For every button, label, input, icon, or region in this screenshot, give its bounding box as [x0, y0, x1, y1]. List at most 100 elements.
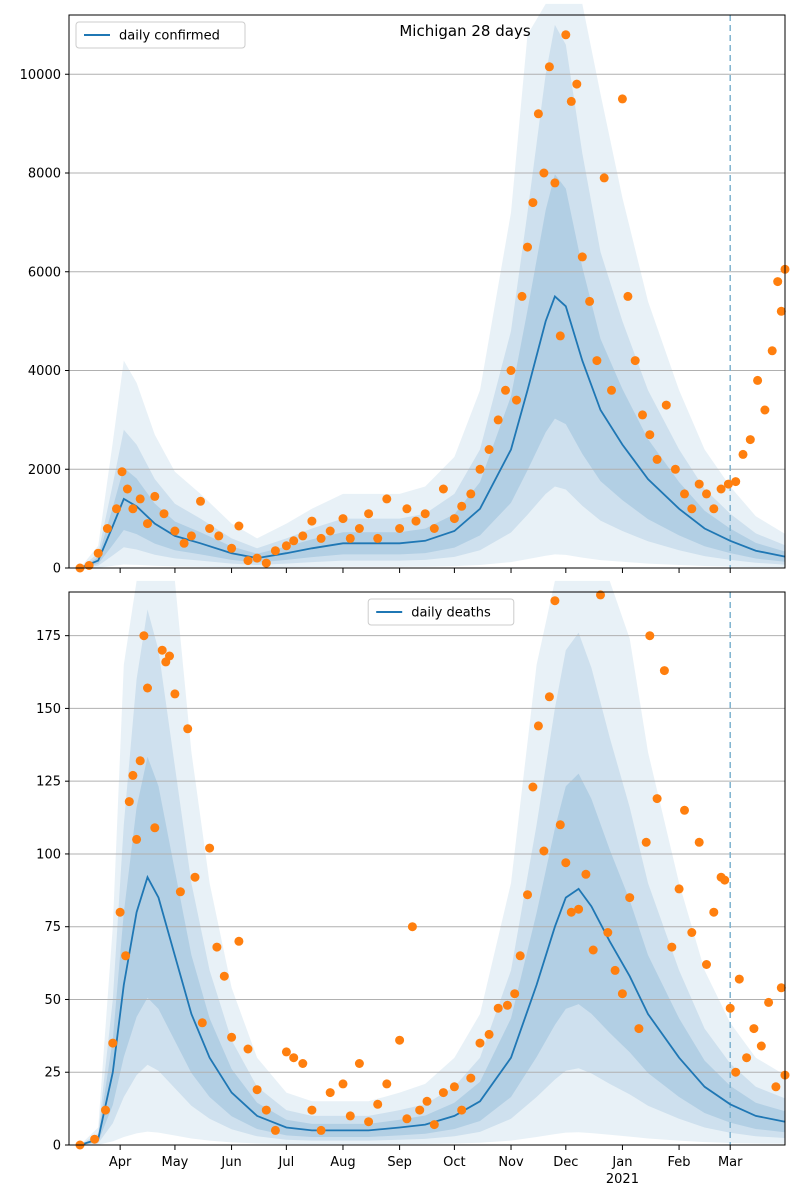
data-point — [165, 651, 174, 661]
x-tick-label: Dec — [553, 1155, 578, 1170]
data-point — [415, 1105, 425, 1115]
data-point — [420, 509, 430, 519]
data-point — [502, 1000, 512, 1010]
data-point — [382, 1079, 392, 1089]
y-tick-label: 10000 — [20, 68, 61, 83]
data-point — [261, 1105, 271, 1115]
data-point — [731, 477, 741, 487]
data-point — [298, 531, 308, 541]
data-point — [566, 907, 576, 917]
data-point — [373, 1099, 383, 1109]
data-point — [550, 596, 560, 606]
uncertainty-band — [80, 24, 785, 568]
data-point — [694, 837, 704, 847]
x-axis-labels: Apr May Jun Jul Aug Sep Oct Nov Dec Jan Feb Mar 2021 — [109, 1155, 743, 1187]
data-point — [493, 1003, 503, 1013]
y-tick-label: 8000 — [28, 167, 61, 182]
x-tick-label: Mar — [718, 1155, 743, 1170]
data-point — [493, 415, 503, 425]
data-point — [561, 30, 571, 40]
data-point — [183, 724, 193, 734]
data-point — [143, 519, 152, 529]
data-point — [610, 965, 620, 975]
data-point — [124, 797, 134, 807]
data-point — [325, 1088, 335, 1098]
data-point — [484, 1029, 494, 1039]
data-point — [135, 756, 145, 766]
data-point — [117, 467, 127, 477]
data-point — [742, 1053, 752, 1063]
data-point — [438, 484, 448, 494]
chart-title: Michigan 28 days — [399, 22, 530, 40]
data-point — [773, 277, 783, 287]
data-point — [407, 922, 417, 932]
data-point — [338, 1079, 348, 1089]
data-point — [261, 558, 271, 568]
legend-label: daily deaths — [411, 606, 491, 621]
data-point — [533, 109, 543, 119]
y-tick-label: 75 — [44, 920, 61, 935]
data-point — [364, 1117, 374, 1127]
data-point — [157, 645, 167, 655]
data-point — [227, 1032, 237, 1042]
data-point — [745, 435, 755, 445]
y-tick-label: 175 — [36, 629, 61, 644]
data-point — [764, 997, 774, 1007]
data-point — [617, 989, 627, 999]
data-point — [466, 1073, 476, 1083]
data-point — [645, 631, 655, 641]
data-point — [734, 974, 744, 984]
data-point — [179, 538, 189, 548]
data-point — [354, 524, 364, 533]
data-point — [281, 541, 291, 551]
data-point — [767, 346, 777, 356]
data-point — [325, 526, 335, 536]
x-tick-label: Jun — [220, 1155, 241, 1170]
data-point — [501, 385, 510, 395]
data-point — [517, 291, 527, 301]
data-point — [674, 884, 684, 894]
deaths-panel: 0 25 50 75 100 125 150 175 daily deaths — [36, 580, 790, 1154]
data-point — [234, 936, 244, 946]
data-point — [395, 1035, 405, 1045]
data-point — [716, 484, 726, 494]
data-point — [307, 516, 317, 526]
series-line — [79, 294, 786, 569]
data-point — [625, 893, 635, 903]
data-point — [316, 533, 326, 543]
data-point — [623, 291, 633, 301]
x-tick-label: Feb — [668, 1155, 691, 1170]
data-point — [731, 1067, 741, 1077]
y-tick-label: 2000 — [28, 463, 61, 478]
data-point — [539, 168, 549, 178]
data-point — [709, 907, 719, 917]
data-point — [411, 516, 421, 526]
data-point — [338, 514, 348, 524]
data-point — [150, 491, 160, 501]
data-point — [402, 1114, 412, 1124]
data-point — [135, 494, 145, 504]
data-point — [382, 494, 392, 504]
data-point — [659, 666, 669, 676]
series-line — [79, 874, 786, 1146]
data-point — [429, 524, 439, 533]
x-tick-label: Oct — [443, 1155, 465, 1170]
uncertainty-band — [80, 580, 785, 1145]
data-point — [555, 820, 565, 830]
x-tick-label: Jul — [278, 1155, 295, 1170]
data-point — [196, 496, 205, 506]
y-tick-label: 25 — [44, 1066, 61, 1081]
data-point — [760, 405, 770, 415]
data-point — [577, 252, 587, 262]
data-point — [603, 928, 613, 937]
data-point — [101, 1105, 110, 1115]
data-point — [90, 1134, 100, 1144]
data-point — [515, 951, 525, 961]
data-point — [252, 1085, 262, 1095]
data-point — [139, 631, 149, 641]
data-point — [687, 504, 697, 514]
data-point — [607, 385, 616, 395]
data-point — [170, 526, 180, 536]
data-point — [528, 198, 538, 208]
data-point — [102, 524, 112, 533]
